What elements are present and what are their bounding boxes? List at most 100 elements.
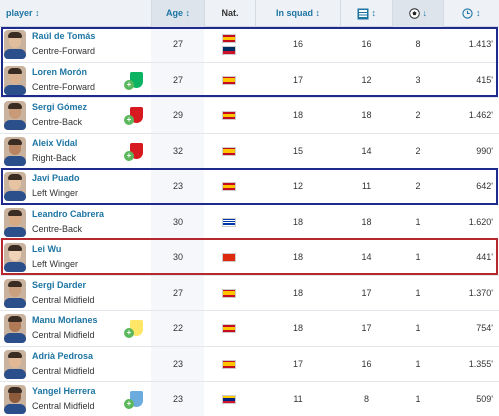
sort-arrows-icon[interactable]: ↕ (35, 8, 40, 18)
age-cell: 23 (172, 181, 183, 191)
player-name-link[interactable]: Sergi Darder (32, 279, 87, 290)
flag-icon (222, 253, 236, 262)
column-divider (392, 0, 393, 27)
age-cell: 23 (172, 358, 183, 369)
sort-arrows-icon[interactable]: ↕ (476, 8, 481, 18)
table-row: Sergi Darder Central Midfield 27 18 17 1 1.370… (0, 275, 499, 311)
table-row: Loren Morón Centre-Forward +27 17 12 3 415' (0, 62, 499, 98)
player-photo[interactable] (4, 314, 26, 343)
goals-cell: 2 (415, 110, 421, 120)
sort-arrows-icon[interactable]: ↕ (315, 8, 321, 18)
player-photo[interactable] (4, 385, 26, 414)
minutes-cell: 1.370' (468, 287, 493, 298)
player-name-link[interactable]: Loren Morón (32, 66, 87, 77)
flag-icon (222, 288, 236, 298)
player-photo[interactable] (4, 30, 26, 59)
goals-cell: 1 (415, 252, 421, 262)
player-name-link[interactable]: Yangel Herrera (32, 386, 96, 396)
appearances-cell: 17 (361, 287, 372, 298)
player-photo[interactable] (4, 243, 26, 272)
sorted-column-shade (151, 27, 204, 62)
player-photo[interactable] (4, 136, 26, 166)
player-name-link[interactable]: Lei Wu (32, 244, 62, 254)
age-cell: 22 (172, 323, 183, 333)
player-name-link[interactable]: Sergi Gómez (32, 102, 88, 112)
player-position: Centre-Forward (32, 46, 96, 56)
flag-icon (222, 34, 236, 43)
player-name-link[interactable]: Raúl de Tomás (32, 31, 96, 41)
real-betis-crest-icon[interactable]: + (124, 71, 144, 90)
column-in-squad-header[interactable]: In squad ↕ (256, 0, 340, 27)
goals-cell: 8 (415, 39, 421, 49)
player-position: Right-Back (32, 152, 77, 163)
minutes-cell: 1.355' (468, 358, 493, 369)
goals-cell: 1 (415, 216, 421, 227)
player-photo[interactable] (4, 65, 26, 95)
player-name-link[interactable]: Manu Morlanes (32, 315, 98, 325)
player-position: Left Winger (32, 259, 79, 269)
sort-down-icon[interactable]: ↓ (422, 8, 428, 18)
appearances-cell: 16 (361, 358, 372, 369)
sevilla-crest-icon[interactable]: + (124, 142, 144, 161)
in-squad-cell: 15 (292, 145, 303, 156)
minutes-cell: 990' (476, 145, 493, 156)
column-divider (204, 0, 205, 27)
table-row: Raúl de Tomás Centre-Forward 27 16 16 8 1.413' (0, 27, 499, 63)
age-cell: 29 (172, 110, 183, 120)
minutes-cell: 642' (476, 181, 493, 191)
player-name-link[interactable]: Javi Puado (32, 173, 80, 183)
appearances-cell: 16 (361, 39, 372, 49)
column-minutes-header[interactable]: ↕ (444, 0, 499, 27)
player-name-link[interactable]: Aleix Vidal (32, 137, 78, 148)
column-appearances-header[interactable]: ↕ (341, 0, 392, 27)
table-row: Manu Morlanes Central Midfield +22 18 17 1 754… (0, 311, 499, 347)
table-row: Adrià Pedrosa Central Midfield 23 17 16 1 1.35… (0, 346, 499, 382)
appearances-cell: 18 (361, 216, 372, 227)
goals-cell: 1 (415, 323, 421, 333)
sort-arrows-icon[interactable]: ↕ (371, 8, 377, 18)
appearances-cell: 11 (361, 181, 372, 191)
table-row: Lei Wu Left Winger 30 18 14 1 441' (0, 240, 499, 276)
player-name-link[interactable]: Leandro Cabrera (32, 208, 105, 219)
appearances-cell: 17 (361, 323, 372, 333)
goals-cell: 1 (415, 358, 421, 369)
in-squad-cell: 18 (292, 252, 303, 262)
player-position: Central Midfield (32, 330, 95, 340)
sorted-column-shade (151, 169, 204, 204)
column-divider (340, 0, 341, 27)
player-position: Centre-Back (32, 223, 83, 234)
table-row: Yangel Herrera Central Midfield +23 11 8 1 509… (0, 382, 499, 416)
column-player-header[interactable]: player ↕ (6, 0, 40, 27)
player-photo[interactable] (4, 101, 26, 130)
goals-cell: 2 (415, 145, 421, 156)
minutes-cell: 754' (476, 323, 493, 333)
player-photo[interactable] (4, 349, 26, 379)
sort-arrows-icon[interactable]: ↕ (185, 8, 191, 18)
appearances-cell: 14 (361, 145, 372, 156)
sevilla-crest-icon[interactable]: + (124, 107, 144, 125)
column-divider (255, 0, 256, 27)
age-cell: 23 (172, 394, 183, 404)
flag-icon (222, 217, 236, 227)
column-age-header[interactable]: Age ↕ (152, 0, 204, 27)
manchester-city-crest-icon[interactable]: + (124, 391, 144, 409)
table-row: Javi Puado Left Winger 23 12 11 2 642' (0, 169, 499, 205)
flag-icon (222, 146, 236, 156)
flag-icon (222, 359, 236, 369)
in-squad-cell: 18 (292, 110, 303, 120)
minutes-cell: 415' (476, 74, 493, 85)
lineup-icon (357, 8, 369, 20)
column-divider (151, 0, 152, 27)
player-photo[interactable] (4, 172, 26, 201)
in-squad-cell: 17 (292, 358, 303, 369)
player-photo[interactable] (4, 207, 26, 237)
minutes-cell: 441' (476, 252, 493, 262)
player-photo[interactable] (4, 278, 26, 308)
in-squad-cell: 18 (292, 287, 303, 298)
flag-icon (222, 324, 236, 333)
villarreal-crest-icon[interactable]: + (124, 320, 144, 338)
column-goals-header[interactable]: ↓ (393, 0, 443, 27)
minutes-cell: 1.413' (468, 39, 493, 49)
player-name-link[interactable]: Adrià Pedrosa (32, 350, 94, 361)
sorted-column-shade (151, 275, 204, 310)
